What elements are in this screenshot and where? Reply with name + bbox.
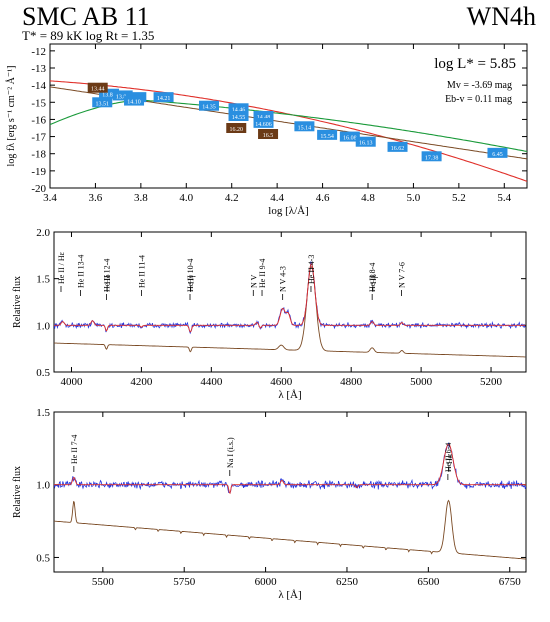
photometry-label-brown: 16.20 [230,127,244,133]
line-id-label: He II 9-4 [258,259,267,288]
observed-spectrum [54,443,526,493]
photometry-label: 6.45 [492,152,503,158]
y-tick-label: -20 [31,183,46,195]
x-tick-label: 4.4 [270,192,284,204]
photometry-label: 14.21 [157,96,171,102]
y-tick-label: -16 [31,114,46,126]
spectrum-curves [54,262,525,357]
x-tick-label: 4800 [340,376,363,388]
blue-spectrum-plot: 4000 4200 4400 4600 4800 5000 5200 0.5 1.0 1.5 2.0… [0,224,550,404]
photometry-label: 14.606 [255,122,272,128]
x-tick-label: 4.2 [225,192,239,204]
model-relative-brown [54,267,525,357]
y-tick-label: -17 [31,132,46,144]
y-tick-label: -12 [31,46,46,58]
photometry-label: 14.55 [232,115,246,121]
photometry-label: 17.38 [425,155,439,161]
spectral-type: WN4h [467,2,536,32]
y-tick-label: 1.5 [36,274,50,286]
x-axis-label: λ [Å] [278,389,301,401]
absolute-magnitude: Mv = -3.69 mag [447,80,512,91]
x-tick-label: 4200 [130,376,153,388]
x-tick-label: 4000 [60,376,83,388]
color-excess: Eb-v = 0.11 mag [445,94,512,105]
luminosity: log L* = 5.85 [434,56,516,72]
red-spectrum-plot: 5500 5750 6000 6250 6500 6750 0.5 1.0 1.5 λ [Å] Re… [0,402,550,622]
photometry-label: 16.62 [391,146,405,152]
line-id-label: Na I (i.s.) [226,437,235,468]
y-tick-label: -13 [31,63,46,75]
y-tick-label: 1.0 [36,480,50,492]
y-tick-label: 0.5 [36,552,50,564]
y-tick-label: -15 [31,97,46,109]
x-tick-label: 5750 [173,576,196,588]
line-id-label: N V 4-3 [279,266,288,292]
x-tick-label: 4400 [200,376,223,388]
x-tick-label: 6500 [417,576,440,588]
x-tick-label: 5000 [410,376,433,388]
x-tick-label: 3.8 [134,192,148,204]
photometry-label: 16.08 [343,136,357,142]
photometry-label-brown: 13.44 [91,87,105,93]
y-tick-label: -14 [31,80,46,92]
x-tick-label: 5.0 [407,192,421,204]
x-axis-label: λ [Å] [278,589,301,601]
x-axis-label: log [λ/Å] [268,205,308,217]
photometry-label-brown: 16.5 [263,133,274,139]
photometry-label: 14.10 [127,100,141,106]
line-id-label: Hδ [103,274,112,284]
photometry-label: 14.35 [202,105,216,111]
x-tick-label: 3.6 [89,192,103,204]
x-tick-label: 5.4 [497,192,511,204]
photometry-label: 15.14 [298,125,312,131]
line-id-label: He II 7-4 [70,435,79,464]
photometry-label: 16.13 [359,141,373,147]
y-axis-label: Relative flux [12,466,23,518]
line-id-label: N V [249,274,258,288]
plot-frame [54,232,526,372]
model-spectrum [54,264,525,332]
x-tick-label: 6250 [336,576,359,588]
x-tick-label: 4600 [270,376,293,388]
line-id-label: He II 4-3 [307,255,316,284]
line-id-label: N V 7-6 [398,262,407,288]
y-tick-label: -18 [31,149,46,161]
y-tick-label: 1.0 [36,320,50,332]
x-tick-label: 4.0 [179,192,193,204]
model-sed-green [50,100,527,151]
x-tick-label: 5.2 [452,192,466,204]
y-axis-label: log fλ [erg s⁻¹ cm⁻² Å⁻¹] [5,66,17,167]
x-tick-label: 4.6 [316,192,330,204]
x-tick-label: 4.8 [361,192,375,204]
x-tick-label: 6000 [255,576,278,588]
line-id-label: Hβ [369,274,378,284]
photometry-label: 15.54 [320,134,334,140]
line-id-label: He II / Hε [57,251,66,284]
x-tick-label: 5200 [480,376,503,388]
spectrum-curves [54,443,526,559]
line-id-label: He II 13-4 [77,255,86,288]
y-axis-label: Relative flux [12,276,23,328]
model-relative-brown [54,501,526,560]
x-tick-label: 5500 [92,576,115,588]
y-tick-label: 2.0 [36,227,50,239]
line-id-label: Hγ [187,274,196,284]
y-tick-label: 1.5 [36,407,50,419]
y-tick-label: -19 [31,166,46,178]
line-id-label: Hα [445,453,454,464]
observed-spectrum [54,262,525,333]
line-id-label: He II 11-4 [137,255,146,288]
photometry-label: 13.51 [95,101,109,107]
y-tick-label: 0.5 [36,367,50,379]
x-tick-label: 6750 [499,576,522,588]
